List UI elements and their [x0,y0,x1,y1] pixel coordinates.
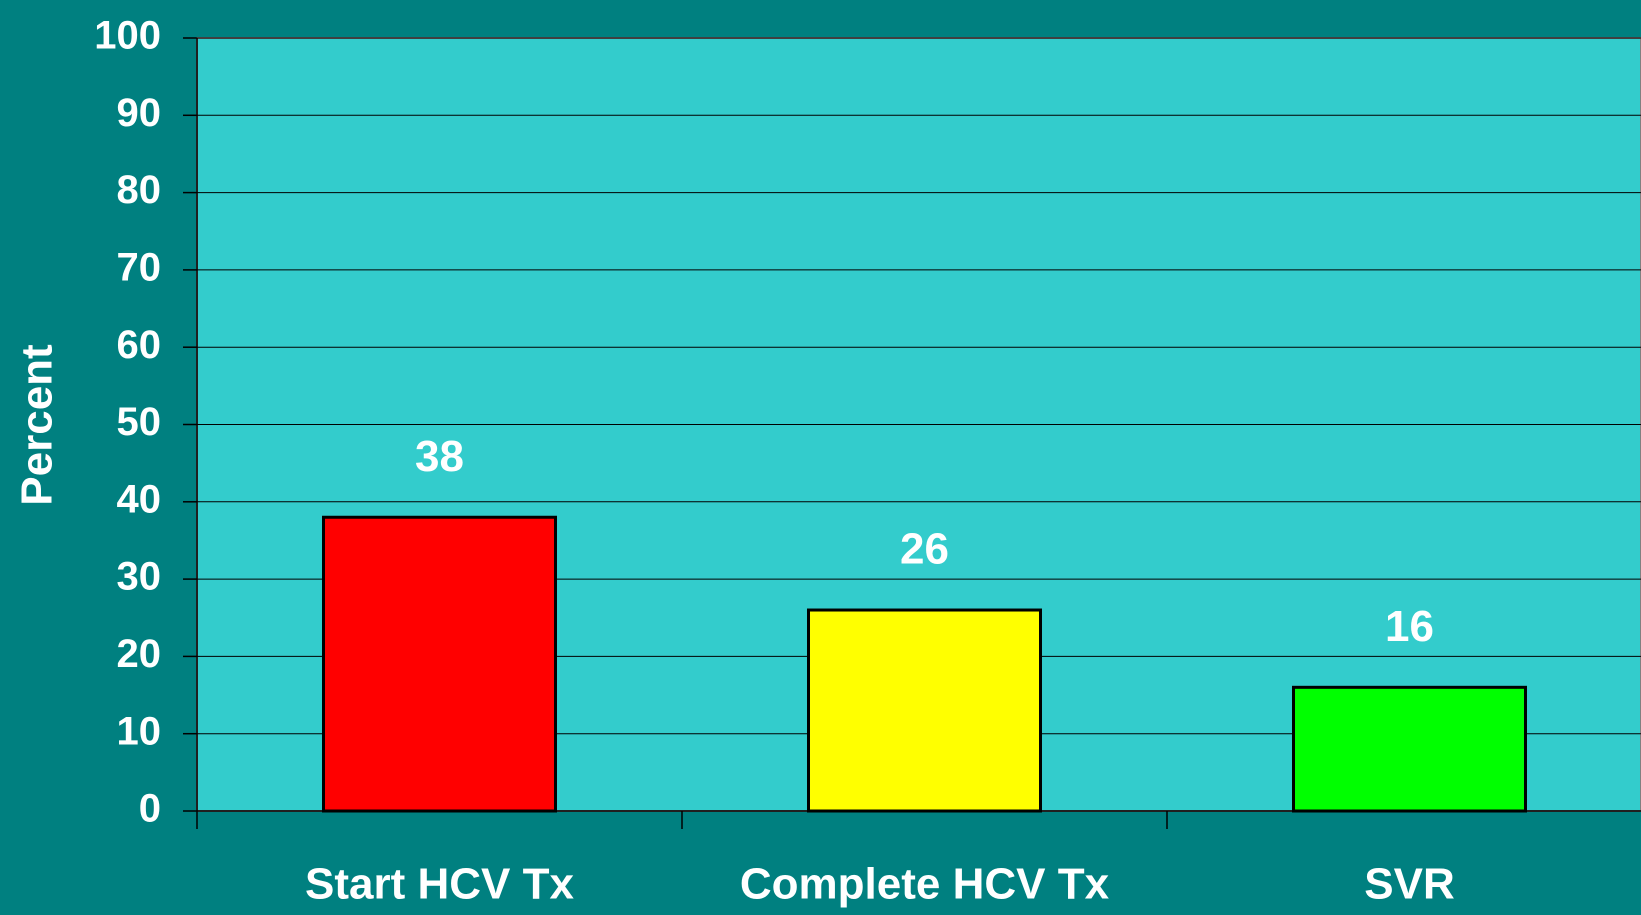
data-label: 26 [900,525,949,574]
y-tick-label: 100 [94,14,161,58]
y-tick-label: 10 [117,709,162,753]
y-tick-label: 40 [117,477,162,521]
y-axis-title: Percent [13,344,62,506]
y-tick-label: 90 [117,91,162,135]
bar [807,608,1042,813]
y-tick-label: 0 [139,787,161,831]
y-tick-label: 70 [117,245,162,289]
x-tick-label: SVR [1364,860,1454,909]
y-tick-label: 60 [117,323,162,367]
y-tick-label: 80 [117,168,162,212]
y-tick-label: 30 [117,555,162,599]
data-label: 16 [1385,602,1434,651]
y-tick-label: 20 [117,632,162,676]
bar [1292,685,1527,813]
y-tick-label: 50 [117,400,162,444]
bar [322,515,557,813]
x-tick-label: Start HCV Tx [305,860,574,909]
data-label: 38 [415,432,464,481]
x-tick-label: Complete HCV Tx [740,860,1110,909]
